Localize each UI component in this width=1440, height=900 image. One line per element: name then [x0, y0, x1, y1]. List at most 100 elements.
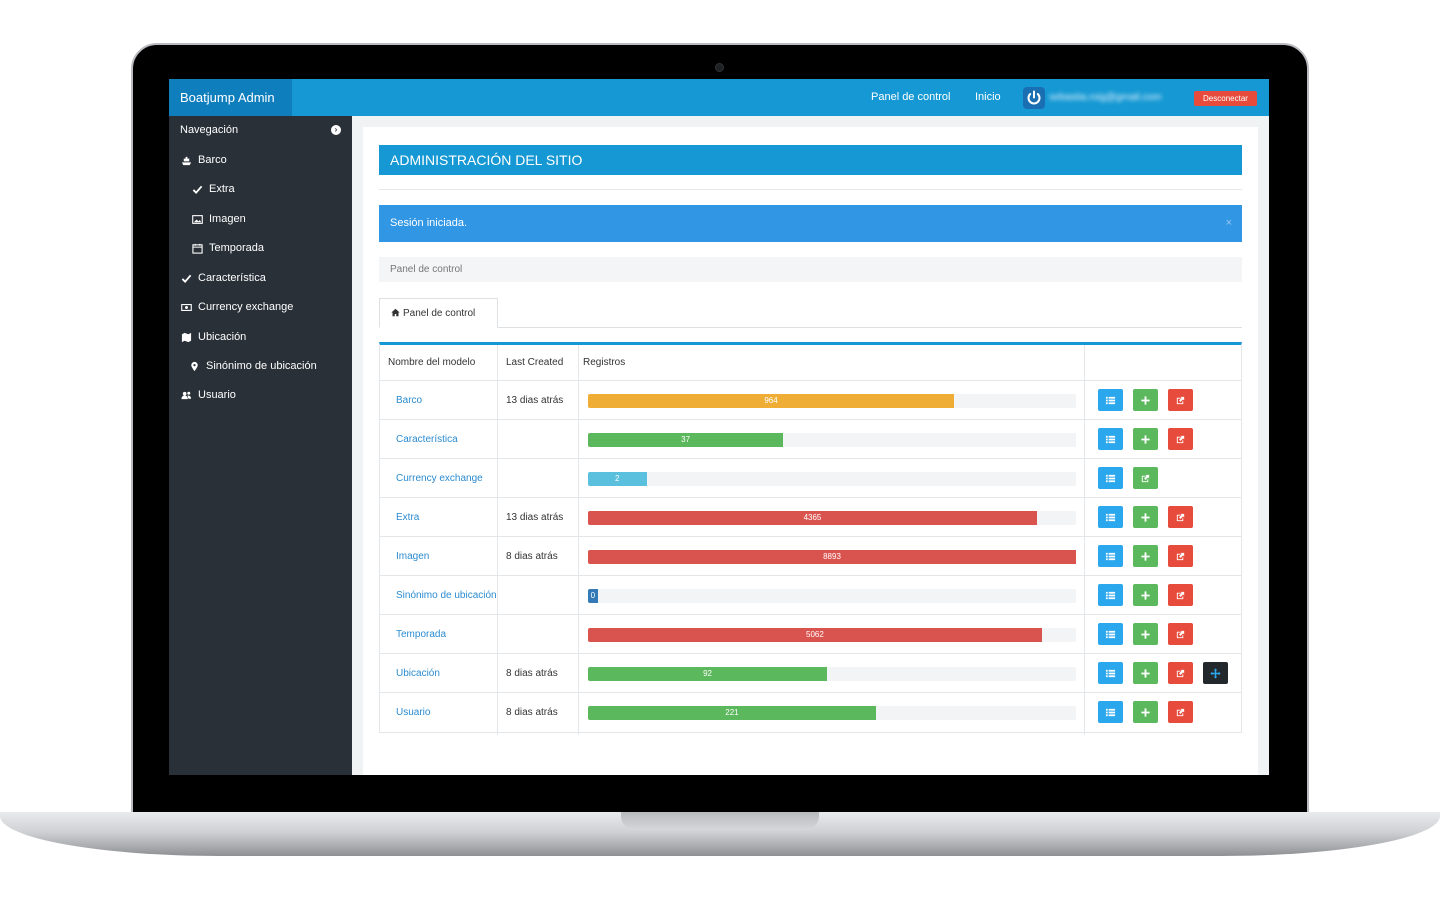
edit-button[interactable]	[1168, 545, 1193, 567]
add-button[interactable]	[1133, 545, 1158, 567]
list-icon	[1105, 629, 1116, 640]
table-row: Imagen 8 dias atrás 8893	[380, 537, 1241, 576]
check-icon	[179, 273, 193, 284]
chevron-right-icon[interactable]: ›	[331, 125, 341, 135]
records-bar: 964	[588, 394, 954, 408]
add-button[interactable]	[1133, 506, 1158, 528]
model-link[interactable]: Temporada	[396, 629, 447, 640]
tab-panel-de-control[interactable]: Panel de control	[379, 298, 498, 328]
edit-icon	[1175, 395, 1186, 406]
plus-icon	[1140, 629, 1151, 640]
image-icon	[190, 214, 204, 225]
session-alert: Sesión iniciada. ×	[379, 205, 1242, 242]
list-button[interactable]	[1098, 389, 1123, 411]
list-button[interactable]	[1098, 428, 1123, 450]
list-button[interactable]	[1098, 545, 1123, 567]
list-button[interactable]	[1098, 584, 1123, 606]
records-bar: 0	[588, 589, 598, 603]
model-link[interactable]: Extra	[396, 512, 420, 523]
sidebar: Navegación › Barco Extra Imagen Temporad…	[169, 116, 352, 775]
close-icon[interactable]: ×	[1225, 217, 1232, 229]
column-divider	[1084, 345, 1085, 735]
model-link[interactable]: Sinónimo de ubicación	[396, 590, 496, 601]
sidebar-item-sinonimo[interactable]: Sinónimo de ubicación	[187, 358, 317, 374]
table-header: Nombre del modelo Last Created Registros	[380, 345, 1241, 381]
brand-link[interactable]: Boatjump Admin	[169, 79, 292, 116]
list-button[interactable]	[1098, 623, 1123, 645]
records-bar: 37	[588, 433, 784, 447]
table-row: Extra 13 dias atrás 4365	[380, 498, 1241, 537]
sidebar-item-usuario[interactable]: Usuario	[179, 387, 236, 403]
edit-button[interactable]	[1168, 662, 1193, 684]
sidebar-item-caracteristica[interactable]: Característica	[179, 270, 266, 286]
screen: Boatjump Admin Panel de control Inicio s…	[169, 79, 1269, 775]
list-icon	[1105, 434, 1116, 445]
check-icon	[190, 184, 204, 195]
edit-button[interactable]	[1168, 623, 1193, 645]
edit-icon	[1175, 629, 1186, 640]
list-icon	[1105, 707, 1116, 718]
sidebar-item-temporada[interactable]: Temporada	[190, 240, 264, 256]
nav-link-panel[interactable]: Panel de control	[871, 91, 951, 103]
records-progress: 8893	[588, 550, 1076, 564]
model-link[interactable]: Barco	[396, 395, 423, 406]
records-progress: 92	[588, 667, 1076, 681]
list-button[interactable]	[1098, 701, 1123, 723]
move-icon	[1210, 667, 1221, 679]
add-button[interactable]	[1133, 701, 1158, 723]
page-title: ADMINISTRACIÓN DEL SITIO	[379, 145, 1242, 175]
edit-button[interactable]	[1133, 467, 1158, 489]
power-icon[interactable]	[1023, 87, 1045, 109]
list-button[interactable]	[1098, 506, 1123, 528]
nav-link-inicio[interactable]: Inicio	[975, 91, 1001, 103]
last-created: 8 dias atrás	[506, 707, 558, 718]
laptop-notch	[621, 812, 819, 830]
edit-icon	[1175, 512, 1186, 523]
alert-text: Sesión iniciada.	[390, 217, 468, 229]
add-button[interactable]	[1133, 428, 1158, 450]
sidebar-item-imagen[interactable]: Imagen	[190, 211, 246, 227]
edit-icon	[1175, 668, 1186, 679]
add-button[interactable]	[1133, 623, 1158, 645]
list-button[interactable]	[1098, 467, 1123, 489]
sidebar-item-ubicacion[interactable]: Ubicación	[179, 329, 246, 345]
last-created: 13 dias atrás	[506, 512, 564, 523]
add-button[interactable]	[1133, 389, 1158, 411]
plus-icon	[1140, 551, 1151, 562]
records-progress: 221	[588, 706, 1076, 720]
plus-icon	[1140, 668, 1151, 679]
column-divider	[578, 345, 579, 735]
user-email: sebastia.roig@gmail.com	[1049, 92, 1162, 103]
table-row: Barco 13 dias atrás 964	[380, 381, 1241, 420]
table-row: Ubicación 8 dias atrás 92	[380, 654, 1241, 693]
model-link[interactable]: Imagen	[396, 551, 430, 562]
model-link[interactable]: Currency exchange	[396, 473, 483, 484]
records-bar: 2	[588, 472, 647, 486]
logout-button[interactable]: Desconectar	[1194, 91, 1257, 106]
edit-button[interactable]	[1168, 701, 1193, 723]
add-button[interactable]	[1133, 584, 1158, 606]
sidebar-item-barco[interactable]: Barco	[179, 152, 227, 168]
model-link[interactable]: Característica	[396, 434, 458, 445]
list-icon	[1105, 590, 1116, 601]
edit-button[interactable]	[1168, 584, 1193, 606]
ship-icon	[179, 155, 193, 166]
edit-button[interactable]	[1168, 428, 1193, 450]
records-bar: 4365	[588, 511, 1037, 525]
edit-icon	[1175, 707, 1186, 718]
edit-button[interactable]	[1168, 506, 1193, 528]
model-link[interactable]: Ubicación	[396, 668, 440, 679]
edit-button[interactable]	[1168, 389, 1193, 411]
add-button[interactable]	[1133, 662, 1158, 684]
sidebar-item-extra[interactable]: Extra	[190, 181, 235, 197]
home-icon	[391, 300, 400, 329]
plus-icon	[1140, 707, 1151, 718]
sidebar-item-currency[interactable]: Currency exchange	[179, 299, 293, 315]
header-model-name: Nombre del modelo	[388, 357, 476, 368]
users-icon	[179, 390, 193, 401]
records-progress: 2	[588, 472, 1076, 486]
list-button[interactable]	[1098, 662, 1123, 684]
move-button[interactable]	[1203, 662, 1228, 684]
model-link[interactable]: Usuario	[396, 707, 431, 718]
table-body: Barco 13 dias atrás 964 Característica 37 Cur…	[380, 381, 1241, 732]
